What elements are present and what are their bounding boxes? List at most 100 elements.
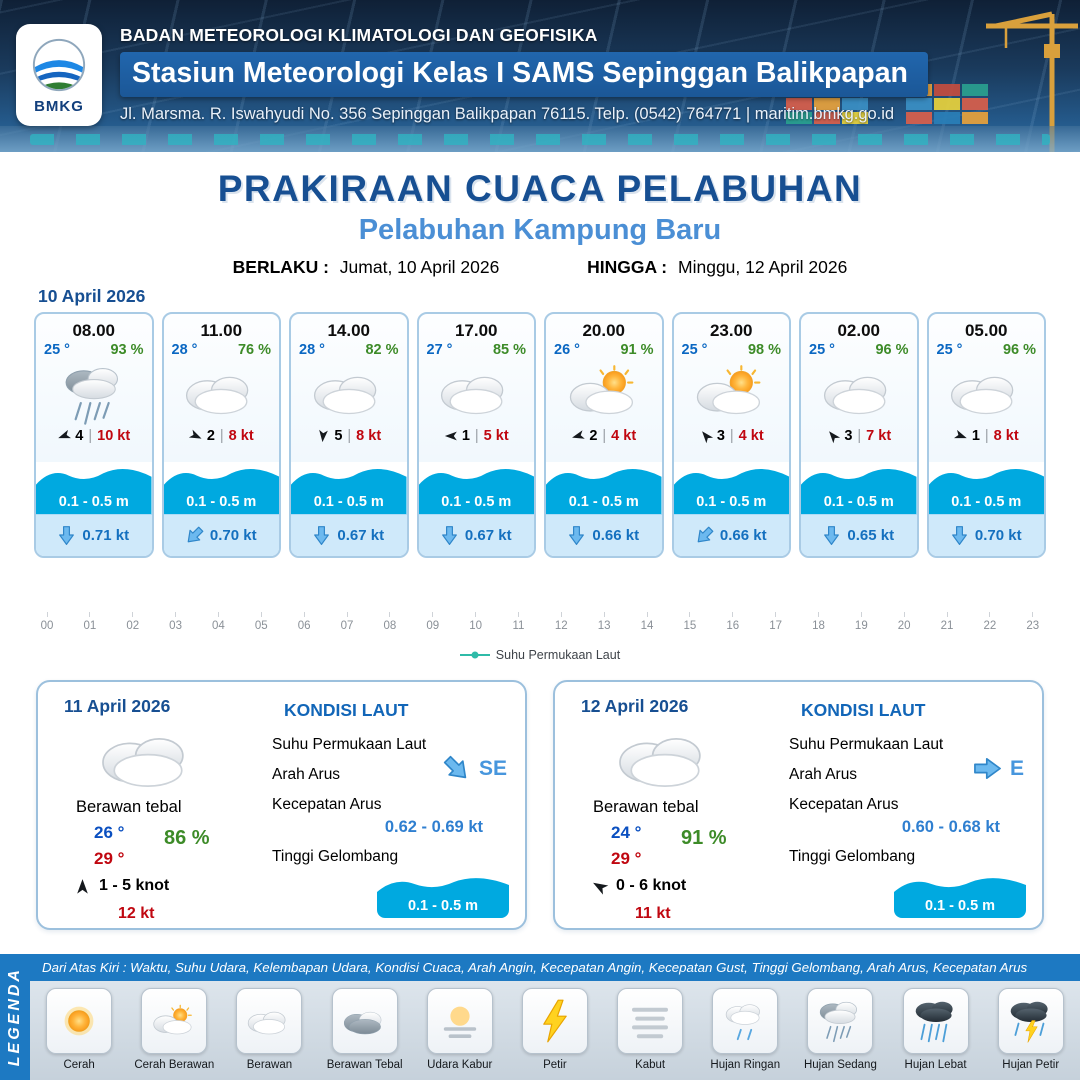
sea-conditions-heading: KONDISI LAUT [801, 700, 926, 720]
current-direction-icon [59, 526, 75, 545]
forecast-card-0800: 08.00 25 ° 93 % 4 | 10 kt 0.1 - 0.5 m [34, 312, 154, 558]
air-temperature: 28 ° [299, 342, 325, 358]
wave-height-band: 0.1 - 0.5 m [673, 462, 789, 514]
x-axis-tick: 22 [981, 612, 999, 632]
lightning-icon [521, 988, 588, 1054]
wave-height-band: 0.1 - 0.5 m [291, 462, 407, 514]
daily-gust: 11 kt [635, 905, 671, 922]
station-address: Jl. Marsma. R. Iswahyudi No. 356 Sepingg… [120, 105, 895, 123]
wind-row: 2 | 4 kt [546, 426, 662, 444]
wind-direction-icon [826, 428, 841, 444]
x-axis-tick: 12 [552, 612, 570, 632]
current-speed-row: 0.71 kt [36, 514, 152, 556]
x-axis-tick: 03 [167, 612, 185, 632]
weather-icon-cerah-berawan [674, 358, 790, 426]
legend-item-hujan-ringan: Hujan Ringan [699, 988, 791, 1071]
wind-gust: 5 kt [483, 428, 509, 444]
current-speed-row: 0.67 kt [291, 514, 407, 556]
bmkg-logo-text: BMKG [34, 97, 84, 115]
air-temperature: 25 ° [936, 342, 963, 358]
weather-icon-berawan [164, 358, 280, 426]
sst-label: Suhu Permukaan Laut [789, 736, 944, 753]
wind-gust: 8 kt [356, 428, 382, 444]
legend-section: LEGENDA Dari Atas Kiri : Waktu, Suhu Uda… [0, 954, 1080, 1080]
wind-speed: 3 [716, 428, 725, 444]
daily-date: 11 April 2026 [64, 696, 171, 716]
wave-height-box: 0.1 - 0.5 m [377, 872, 509, 918]
x-axis-tick: 02 [124, 612, 142, 632]
daily-wind: 0 - 6 knot [590, 877, 686, 895]
wave-height-band: 0.1 - 0.5 m [36, 462, 152, 514]
current-direction-icon [951, 526, 967, 545]
hourly-forecast-row: 08.00 25 ° 93 % 4 | 10 kt 0.1 - 0.5 m [0, 312, 1080, 558]
x-axis-tick: 16 [724, 612, 742, 632]
wave-height: 0.1 - 0.5 m [186, 494, 257, 510]
wind-row: 1 | 5 kt [419, 426, 535, 444]
wave-height-band: 0.1 - 0.5 m [801, 462, 917, 514]
wind-gust: 10 kt [97, 428, 131, 444]
wind-gust: 7 kt [866, 428, 892, 444]
legend-item-hujan-sedang: Hujan Sedang [794, 988, 886, 1071]
x-axis-tick: 09 [424, 612, 442, 632]
current-speed-row: 0.70 kt [163, 514, 279, 556]
daily-wind: 1 - 5 knot [74, 877, 169, 895]
humidity: 98 % [747, 342, 781, 358]
wind-direction-icon [698, 428, 713, 444]
wind-direction-icon [953, 429, 969, 443]
current-speed: 0.71 kt [82, 527, 130, 544]
wind-row: 2 | 8 kt [164, 426, 280, 444]
forecast-date: 10 April 2026 [38, 286, 146, 306]
current-speed: 0.67 kt [464, 527, 512, 544]
hingga-value: Minggu, 12 April 2026 [678, 257, 848, 277]
terminal-floor-illustration [0, 126, 1080, 152]
sst-label: Suhu Permukaan Laut [272, 736, 427, 753]
wave-height-label: Tinggi Gelombang [272, 848, 399, 865]
wind-direction-icon [77, 878, 88, 894]
port-name: Pelabuhan Kampung Baru [358, 214, 722, 246]
forecast-card-1400: 14.00 28 ° 82 % 5 | 8 kt 0.1 - 0.5 m [289, 312, 409, 558]
forecast-time: 05.00 [964, 321, 1008, 340]
air-temperature: 25 ° [681, 342, 708, 358]
current-speed: 0.70 kt [209, 527, 257, 544]
validity-line: BERLAKU : Jumat, 10 April 2026 HINGGA : … [0, 257, 1080, 278]
cloud-icon [619, 737, 701, 788]
current-direction-icon [182, 523, 207, 548]
forecast-time: 02.00 [837, 321, 881, 340]
x-axis-tick: 05 [252, 612, 270, 632]
chart-legend: Suhu Permukaan Laut [38, 648, 1042, 662]
fog-icon [617, 988, 684, 1054]
berlaku-value: Jumat, 10 April 2026 [339, 257, 500, 277]
wind-speed: 2 [589, 428, 598, 444]
forecast-time: 20.00 [582, 321, 626, 340]
wave-height: 0.1 - 0.5 m [568, 494, 639, 510]
chart-legend-label: Suhu Permukaan Laut [495, 648, 621, 662]
wind-direction-icon [590, 877, 609, 895]
daily-card-11-april: 11 April 2026 Berawan tebal 26 ° 86 % 29… [36, 680, 527, 930]
air-temperature: 25 ° [809, 342, 835, 358]
wave-height-band: 0.1 - 0.5 m [163, 462, 279, 514]
daily-condition: Berawan tebal [76, 798, 182, 816]
wind-row: 3 | 4 kt [674, 426, 790, 444]
air-temperature: 26 ° [554, 342, 580, 358]
cloud-icon [236, 988, 303, 1054]
temp-max: 29 ° [94, 849, 125, 868]
legend-item-petir: Petir [509, 988, 601, 1071]
thunderstorm-icon [997, 988, 1064, 1054]
x-axis: 00 01 02 03 04 05 06 07 08 09 10 11 12 13 14 15 16 17 18 19… [38, 612, 1042, 632]
moderate-rain-icon [807, 988, 874, 1054]
legend-item-berawan: Berawan [223, 988, 315, 1071]
current-speed: 0.67 kt [337, 527, 385, 544]
wind-row: 4 | 10 kt [36, 426, 152, 444]
wave-height: 0.1 - 0.5 m [441, 494, 512, 510]
weather-icon-berawan [801, 358, 917, 426]
daily-card-12-april: 12 April 2026 Berawan tebal 24 ° 91 % 29… [553, 680, 1044, 930]
berlaku-label: BERLAKU : [232, 257, 329, 277]
current-direction-icon [569, 526, 585, 545]
wind-speed: 1 [461, 428, 470, 444]
forecast-time: 14.00 [327, 321, 371, 340]
daily-condition: Berawan tebal [593, 798, 699, 816]
wave-height: 0.1 - 0.5 m [313, 494, 384, 510]
x-axis-tick: 06 [295, 612, 313, 632]
current-speed-label: Kecepatan Arus [789, 796, 899, 813]
